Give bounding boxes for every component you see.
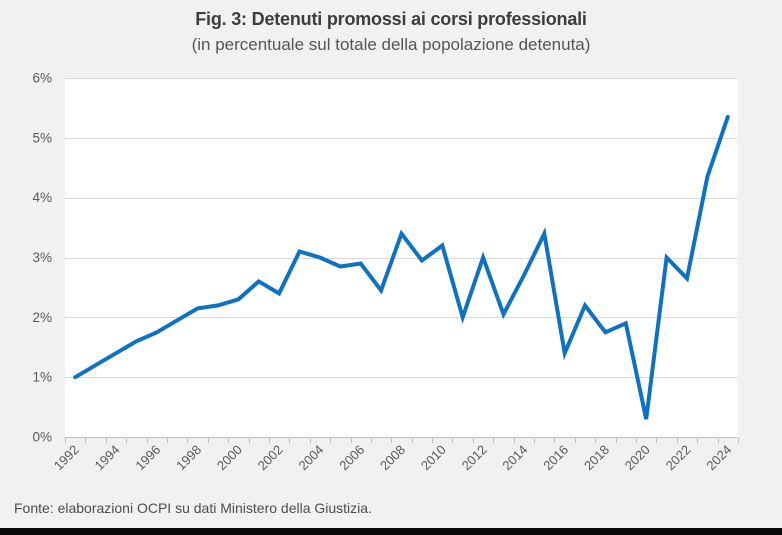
x-tick-label: 2022 (663, 442, 694, 473)
source-note: Fonte: elaborazioni OCPI su dati Ministe… (14, 500, 372, 516)
bottom-border (0, 528, 782, 535)
x-tick-label: 2014 (499, 442, 530, 473)
x-tick-label: 2024 (703, 442, 734, 473)
y-tick-label: 4% (32, 190, 52, 205)
x-tick-label: 2002 (255, 442, 286, 473)
data-series-line (73, 114, 730, 420)
line-chart: 0% 1% 2% 3% 4% 5% 6% 1992 1994 1996 1998 2000 2002 20… (32, 71, 739, 473)
figure-title: Fig. 3: Detenuti promossi ai corsi profe… (195, 9, 587, 29)
y-tick-label: 0% (32, 430, 52, 445)
x-tick-label: 1992 (51, 442, 82, 473)
figure-subtitle: (in percentuale sul totale della popolaz… (191, 35, 591, 54)
x-tick-label: 2018 (581, 442, 612, 473)
x-tick-label: 2008 (377, 442, 408, 473)
y-tick-label: 5% (32, 130, 52, 145)
y-tick-label: 6% (32, 71, 52, 86)
y-tick-label: 1% (32, 370, 52, 385)
x-tick-label: 2020 (622, 442, 653, 473)
x-tick-label: 1994 (92, 442, 123, 473)
x-tick-label: 2006 (336, 442, 367, 473)
x-tick-label: 1998 (173, 442, 204, 473)
y-tick-label: 2% (32, 310, 52, 325)
x-tick-label: 2012 (459, 442, 490, 473)
x-tick-label: 2010 (418, 442, 449, 473)
y-tick-label: 3% (32, 250, 52, 265)
x-tick-label: 2016 (540, 442, 571, 473)
x-tick-label: 2000 (214, 442, 245, 473)
x-tick-label: 2004 (295, 442, 326, 473)
x-tick-label: 1996 (132, 442, 163, 473)
